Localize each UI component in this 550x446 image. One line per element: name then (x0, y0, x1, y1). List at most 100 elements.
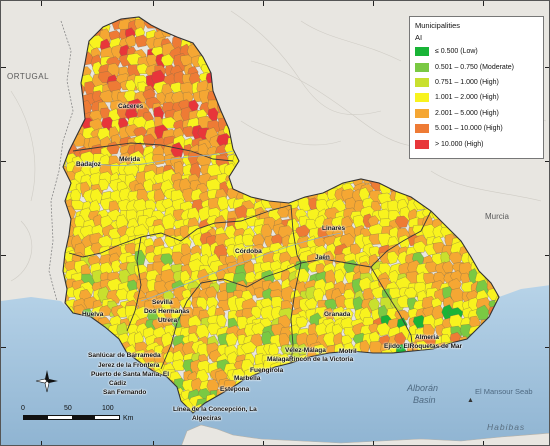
municipality-polygon (272, 154, 287, 173)
frame-tick-top (41, 1, 42, 6)
legend-swatch (415, 108, 429, 118)
frame-tick-right (545, 255, 549, 256)
municipality-polygon (376, 62, 390, 78)
municipality-polygon (447, 164, 462, 181)
scale-label-0: 0 (21, 405, 25, 412)
municipality-polygon (273, 17, 285, 22)
municipality-polygon (143, 17, 159, 29)
municipality-polygon (495, 236, 499, 248)
municipality-polygon (299, 138, 314, 154)
municipality-polygon (335, 153, 347, 172)
city-label-sevilla: Sevilla (152, 299, 173, 306)
municipality-polygon (372, 153, 386, 169)
municipality-polygon (459, 165, 476, 179)
municipality-polygon (412, 162, 428, 176)
municipality-polygon (199, 27, 216, 42)
city-label-san-fernando: San Fernando (103, 389, 147, 396)
municipality-polygon (360, 136, 375, 152)
scale-bar-segment (95, 416, 119, 419)
municipality-polygon (362, 27, 379, 39)
municipality-polygon (398, 172, 410, 189)
municipality-polygon (306, 170, 324, 187)
city-label-velez-malaga: Vélez-Málaga (285, 347, 326, 354)
municipality-polygon (376, 322, 391, 337)
municipality-polygon (80, 151, 96, 165)
municipality-polygon (261, 172, 275, 187)
municipality-polygon (388, 128, 404, 146)
legend-label: > 10.000 (High) (435, 140, 484, 148)
municipality-polygon (354, 151, 367, 165)
municipality-polygon (334, 97, 349, 111)
municipality-polygon (368, 64, 380, 83)
municipality-polygon (172, 19, 189, 34)
municipality-polygon (233, 27, 246, 40)
municipality-polygon (450, 196, 462, 215)
municipality-polygon (270, 146, 283, 163)
triangle-marker-icon: ▲ (467, 397, 474, 404)
country-border (48, 20, 74, 302)
municipality-polygon (309, 52, 322, 65)
municipality-polygon (63, 81, 69, 94)
municipality-polygon (182, 125, 196, 137)
municipality-polygon (313, 70, 328, 89)
scale-bar-segment (24, 416, 48, 419)
municipality-polygon (324, 83, 336, 96)
municipality-polygon (380, 133, 392, 149)
municipality-polygon (421, 188, 437, 202)
municipality-polygon (323, 116, 341, 133)
country-label-portugal: ORTUGAL (7, 72, 50, 81)
municipality-polygon (359, 91, 375, 104)
municipality-polygon (249, 151, 266, 165)
municipality-polygon (395, 146, 408, 160)
municipality-polygon (164, 19, 177, 34)
municipality-polygon (370, 125, 383, 139)
legend-swatch (415, 124, 429, 134)
city-label-algeciras: Algeciras (192, 415, 222, 422)
municipality-polygon (358, 57, 373, 72)
municipality-polygon (476, 241, 489, 255)
city-label-huelva: Huelva (82, 311, 104, 318)
municipality-polygon (270, 45, 286, 61)
municipality-polygon (387, 35, 402, 51)
municipality-polygon (367, 146, 385, 163)
frame-tick-left (1, 161, 6, 162)
municipality-polygon (233, 171, 247, 187)
municipality-polygon (153, 17, 169, 24)
municipality-polygon (271, 18, 287, 33)
municipality-polygon (63, 31, 74, 44)
municipality-polygon (470, 191, 485, 208)
municipality-polygon (309, 97, 321, 110)
municipality-polygon (424, 169, 439, 186)
municipality-polygon (242, 92, 254, 108)
municipality-polygon (405, 163, 421, 180)
municipality-polygon (381, 151, 397, 167)
municipality-polygon (98, 305, 112, 317)
municipality-polygon (371, 45, 385, 63)
municipality-polygon (219, 62, 230, 77)
municipality-polygon (405, 179, 416, 193)
municipality-polygon (368, 133, 381, 147)
municipality-polygon (260, 90, 274, 103)
scale-bar-segment (71, 416, 96, 419)
municipality-polygon (272, 183, 289, 196)
municipality-polygon (314, 63, 326, 77)
municipality-polygon (369, 17, 382, 31)
municipality-polygon (349, 135, 360, 152)
municipality-polygon (227, 71, 239, 84)
municipality-polygon (291, 161, 304, 173)
city-label-malaga: MálagaRincón de la Victoria (267, 356, 354, 363)
municipality-polygon (394, 161, 409, 178)
municipality-polygon (469, 241, 486, 258)
municipality-polygon (72, 37, 84, 49)
municipality-polygon (233, 82, 246, 97)
municipality-polygon (63, 173, 68, 186)
municipality-polygon (387, 162, 405, 176)
municipality-polygon (278, 143, 291, 161)
municipality-polygon (240, 341, 257, 355)
municipality-polygon (358, 124, 374, 141)
legend-item: 5.001 – 10.000 (High) (415, 121, 538, 136)
municipality-polygon (371, 97, 388, 111)
municipality-polygon (90, 188, 103, 204)
municipality-polygon (476, 163, 489, 176)
